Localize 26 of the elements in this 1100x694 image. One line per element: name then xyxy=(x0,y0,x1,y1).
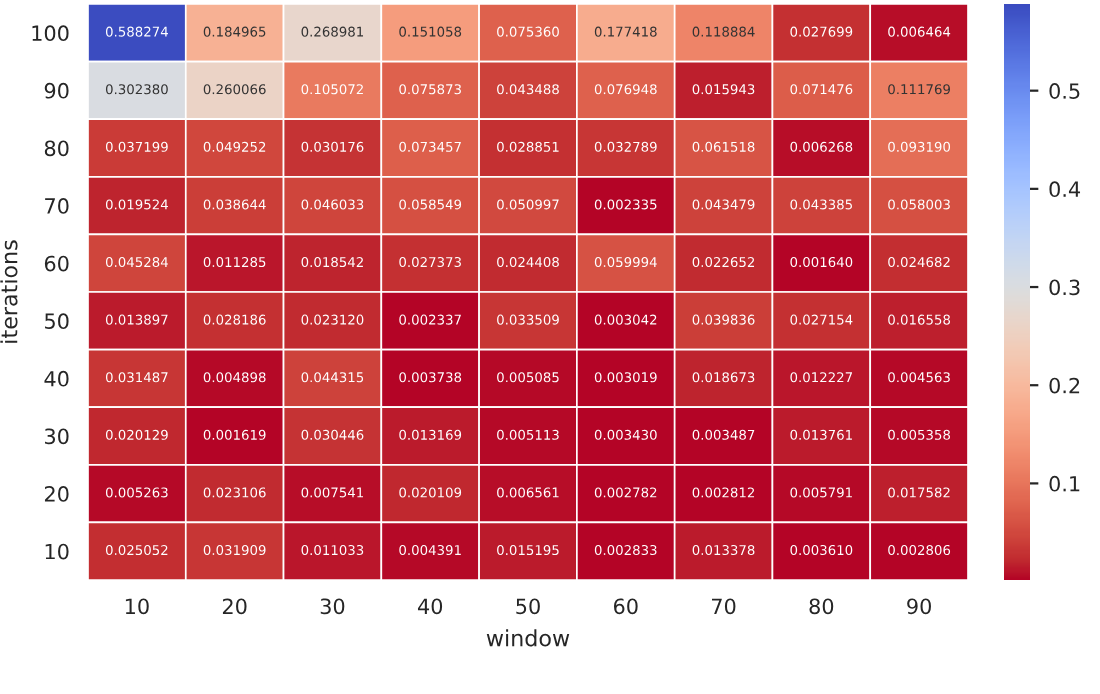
y-tick-label: 90 xyxy=(44,82,69,99)
y-tick-label: 50 xyxy=(45,313,69,330)
x-tick-label: 90 xyxy=(907,598,931,615)
color-bar-label: 0.2 xyxy=(1049,377,1080,394)
y-tick-label: 70 xyxy=(45,198,69,214)
x-tick-label: 30 xyxy=(320,598,345,615)
x-tick-label: 20 xyxy=(222,598,247,615)
y-tick-label: 80 xyxy=(44,140,69,157)
y-tick-label: 10 xyxy=(45,543,69,560)
x-tick-label: 40 xyxy=(417,598,443,615)
y-tick-label: 20 xyxy=(44,486,69,502)
color-bar-label: 0.5 xyxy=(1049,83,1080,99)
color-bar-label: 0.4 xyxy=(1049,181,1081,198)
x-tick-label: 80 xyxy=(809,598,834,615)
y-tick-label: 100 xyxy=(32,25,69,42)
x-tick-label: 70 xyxy=(712,598,736,615)
y-tick-label: 60 xyxy=(44,255,69,272)
y-axis-title: iterations xyxy=(0,240,18,343)
x-tick-label: 50 xyxy=(516,598,540,615)
x-tick-label: 60 xyxy=(613,598,638,615)
x-axis-title: window xyxy=(486,629,570,647)
y-tick-label: 40 xyxy=(44,370,69,387)
color-bar-label: 0.1 xyxy=(1049,475,1080,492)
color-bar-label: 0.3 xyxy=(1049,279,1080,296)
x-tick-label: 10 xyxy=(125,598,149,615)
y-tick-label: 30 xyxy=(45,428,69,445)
